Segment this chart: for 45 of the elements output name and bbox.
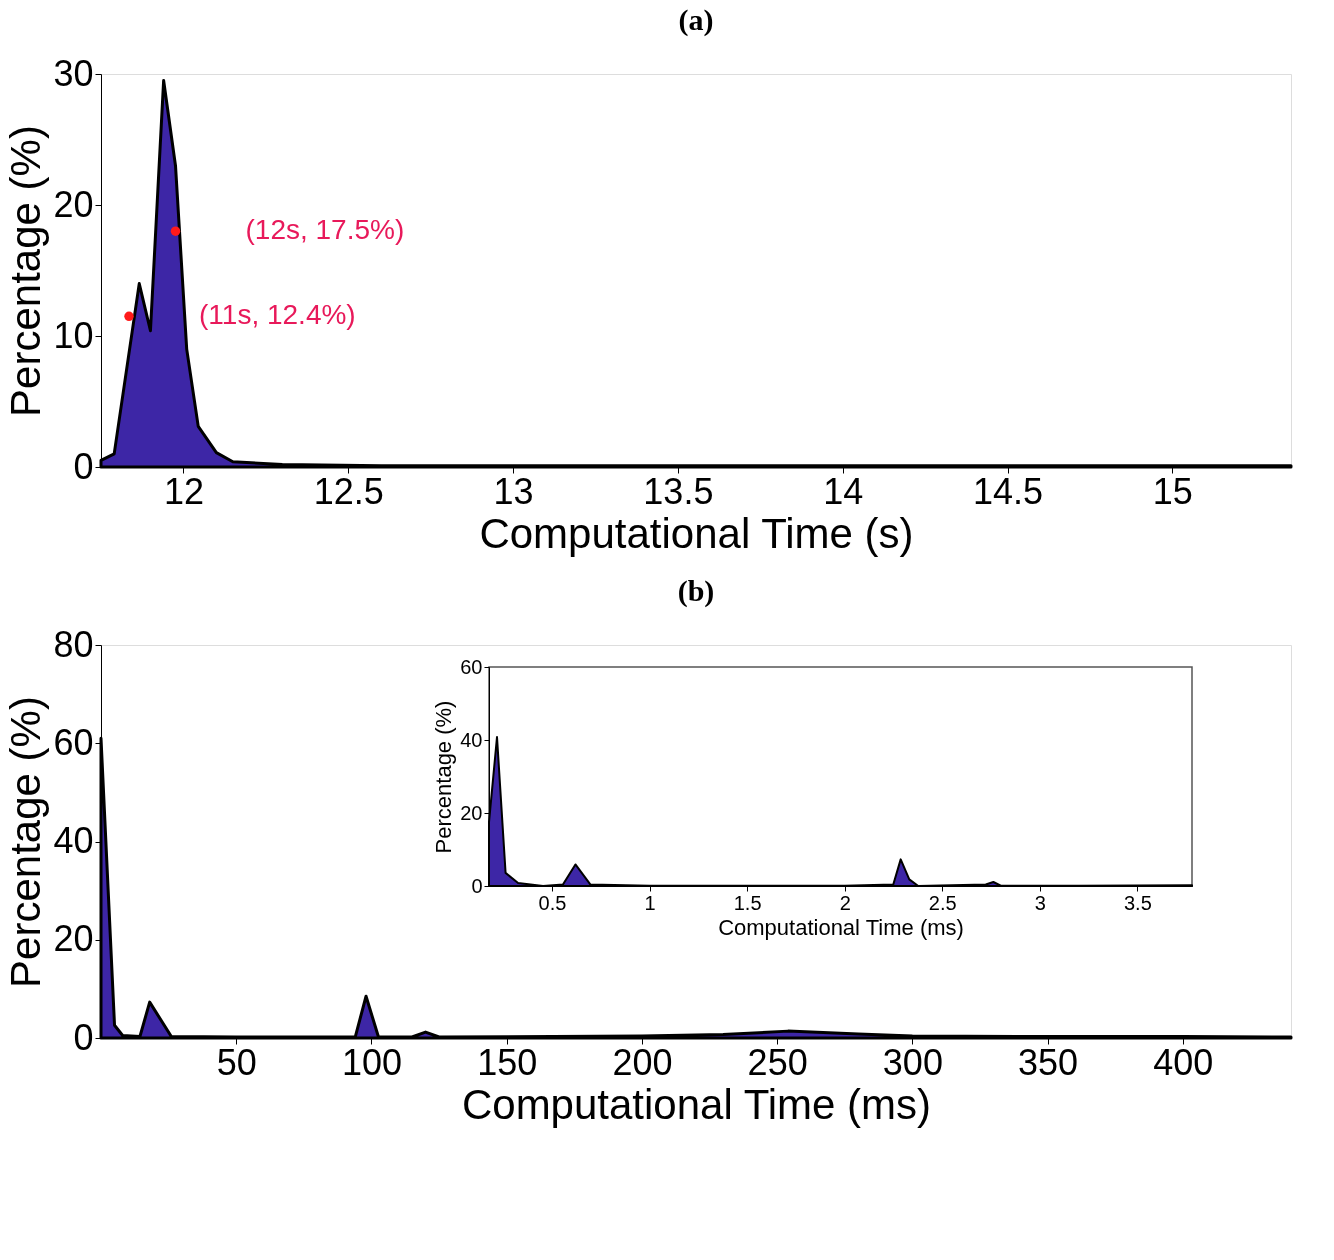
chart-title: (a) [678, 3, 714, 37]
y-tick-label: 20 [53, 918, 94, 960]
x-tick-label: 350 [1018, 1041, 1079, 1083]
x-tick-label: 3 [1034, 891, 1046, 914]
x-tick-label: 12.5 [313, 470, 384, 512]
x-tick-label: 1 [644, 891, 656, 914]
y-axis-title: Percentage (%) [431, 700, 457, 854]
y-tick-label: 30 [53, 52, 94, 94]
x-tick-label: 400 [1153, 1041, 1214, 1083]
y-tick-label: 40 [53, 820, 94, 861]
x-tick-label: 3.5 [1123, 891, 1152, 914]
x-tick-label: 1.5 [733, 891, 762, 914]
x-tick-label: 2.5 [928, 891, 957, 914]
y-tick-label: 20 [53, 183, 94, 225]
y-tick-label: 0 [73, 1016, 94, 1058]
x-tick-label: 200 [612, 1041, 673, 1083]
y-tick-label: 80 [53, 623, 94, 665]
x-tick-label: 0.5 [538, 891, 567, 914]
y-tick-label: 60 [53, 721, 94, 763]
annotation: (11s, 12.4%) [199, 299, 356, 331]
y-tick-label: 10 [53, 314, 94, 356]
y-axis-title: Percentage (%) [2, 696, 50, 988]
y-axis-title: Percentage (%) [2, 125, 50, 417]
x-tick-label: 100 [341, 1041, 402, 1083]
x-tick-label: 300 [882, 1041, 943, 1083]
x-tick-label: 13 [493, 470, 534, 512]
annotation: (12s, 17.5%) [245, 214, 405, 246]
y-tick-label: 40 [460, 728, 483, 751]
x-tick-label: 12 [163, 470, 204, 512]
x-tick-label: 50 [216, 1041, 257, 1083]
chart-title: (b) [677, 574, 715, 608]
y-tick-label: 0 [471, 874, 483, 897]
x-axis-title: Computational Time (s) [479, 509, 914, 557]
x-tick-label: 150 [477, 1041, 538, 1083]
x-tick-label: 14 [823, 470, 864, 512]
x-axis-title: Computational Time (ms) [461, 1080, 932, 1128]
x-tick-label: 14.5 [972, 470, 1044, 512]
x-tick-label: 15 [1152, 470, 1193, 512]
y-tick-label: 60 [460, 655, 483, 678]
x-tick-label: 250 [747, 1041, 808, 1083]
y-tick-label: 20 [460, 801, 483, 824]
x-tick-label: 2 [839, 891, 851, 914]
y-tick-label: 0 [73, 445, 94, 487]
x-tick-label: 13.5 [643, 470, 714, 512]
x-axis-title: Computational Time (ms) [718, 914, 964, 940]
